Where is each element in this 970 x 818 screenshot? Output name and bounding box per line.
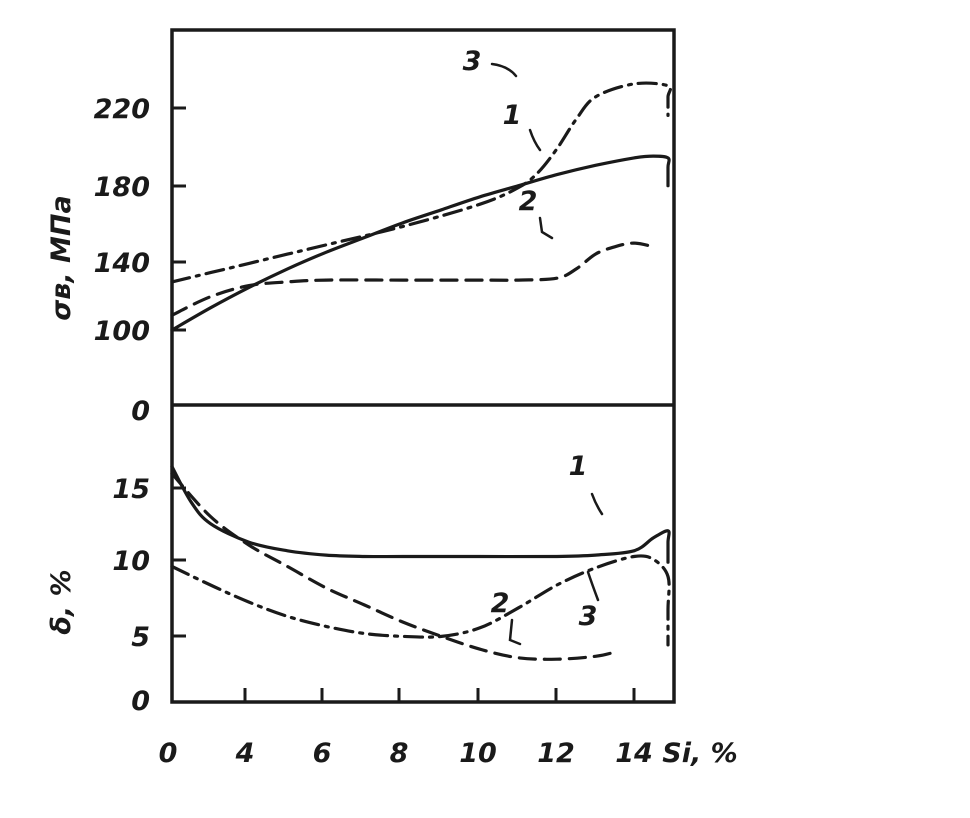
- y-tick-label: 10: [112, 546, 150, 577]
- curve-label-strength-3: 3: [463, 46, 482, 77]
- series-strength-curve-3: [170, 81, 673, 284]
- series-elongation-curve-3: [170, 554, 671, 647]
- series-elongation-curve-1: [170, 465, 671, 564]
- y-tick-label: 100: [94, 316, 150, 347]
- series-strength-curve-1: [170, 154, 671, 332]
- y-tick-label: 0: [131, 686, 150, 717]
- curve-label-leader: [538, 216, 554, 240]
- y-axis-title-strength: σв, МПа: [46, 195, 77, 320]
- x-tick-label: 10: [459, 738, 497, 769]
- plot-frame: [170, 28, 676, 704]
- x-tick-label: 6: [313, 738, 332, 769]
- x-tick-label: 12: [537, 738, 575, 769]
- curve-label-strength-1: 1: [503, 100, 522, 131]
- y-tick-label: 180: [94, 172, 150, 203]
- x-tick-label: 4: [235, 738, 255, 769]
- y-tick-label: 0: [131, 396, 150, 427]
- y-tick-label: 5: [131, 622, 150, 653]
- y-tick-label: 140: [94, 248, 150, 279]
- curve-label-leader: [528, 128, 542, 152]
- curve-label-leader: [490, 62, 518, 78]
- y-tick-label: 15: [112, 474, 150, 505]
- x-tick-label: 8: [390, 738, 409, 769]
- y-tick-label: 220: [94, 94, 150, 125]
- curve-label-elongation-2: 2: [491, 588, 510, 619]
- x-axis-title: Si, %: [662, 738, 737, 769]
- curve-label-leader: [590, 492, 604, 516]
- curve-label-elongation-3: 3: [579, 601, 598, 632]
- x-tick-label: 14: [615, 738, 653, 769]
- curve-label-leader: [586, 570, 600, 602]
- series-strength-curve-2: [170, 241, 655, 317]
- curve-label-leader: [508, 618, 522, 646]
- curve-label-strength-2: 2: [519, 186, 538, 217]
- series-elongation-curve-2: [170, 472, 617, 661]
- curve-label-elongation-1: 1: [569, 451, 588, 482]
- y-axis-title-elongation: δ, %: [46, 569, 77, 634]
- x-tick-label: 0: [159, 738, 178, 769]
